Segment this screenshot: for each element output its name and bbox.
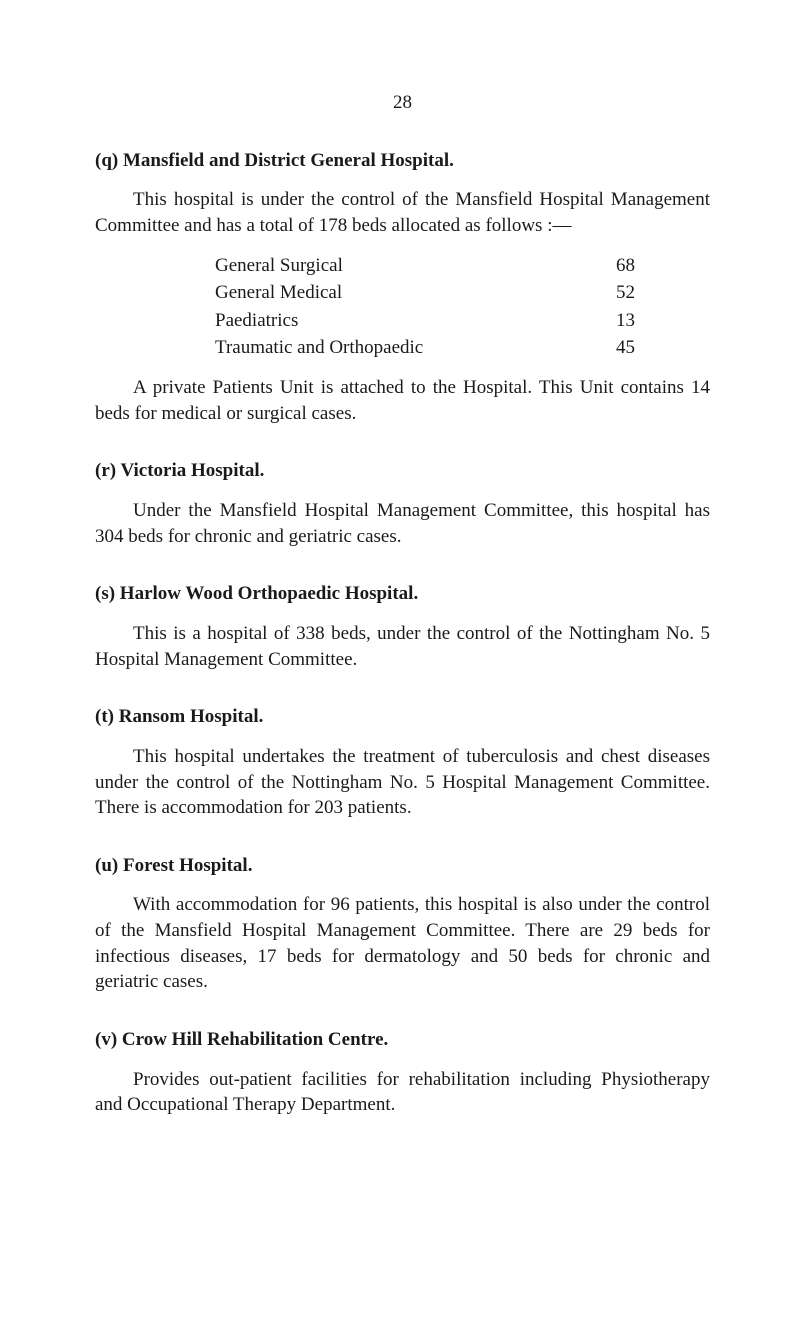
table-row: Traumatic and Orthopaedic 45 <box>95 335 710 361</box>
section-heading-t: (t) Ransom Hospital. <box>95 704 710 730</box>
bed-allocation-table: General Surgical 68 General Medical 52 P… <box>95 253 710 362</box>
section-u-para1: With accommodation for 96 patients, this… <box>95 892 710 995</box>
bed-label: Paediatrics <box>95 308 565 334</box>
table-row: General Surgical 68 <box>95 253 710 279</box>
table-row: Paediatrics 13 <box>95 308 710 334</box>
section-heading-u: (u) Forest Hospital. <box>95 853 710 879</box>
section-heading-q: (q) Mansfield and District General Hospi… <box>95 148 710 174</box>
table-row: General Medical 52 <box>95 280 710 306</box>
page-number: 28 <box>95 90 710 116</box>
bed-label: Traumatic and Orthopaedic <box>95 335 565 361</box>
bed-value: 13 <box>565 308 635 334</box>
section-q-para2: A private Patients Unit is attached to t… <box>95 375 710 426</box>
section-v-para1: Provides out-patient facilities for reha… <box>95 1067 710 1118</box>
bed-label: General Surgical <box>95 253 565 279</box>
section-q-para1: This hospital is under the control of th… <box>95 187 710 238</box>
bed-value: 45 <box>565 335 635 361</box>
section-r-para1: Under the Mansfield Hospital Management … <box>95 498 710 549</box>
bed-value: 68 <box>565 253 635 279</box>
bed-value: 52 <box>565 280 635 306</box>
bed-label: General Medical <box>95 280 565 306</box>
section-t-para1: This hospital undertakes the treatment o… <box>95 744 710 821</box>
section-s-para1: This is a hospital of 338 beds, under th… <box>95 621 710 672</box>
section-heading-r: (r) Victoria Hospital. <box>95 458 710 484</box>
document-page: 28 (q) Mansfield and District General Ho… <box>0 0 800 1192</box>
section-heading-s: (s) Harlow Wood Orthopaedic Hospital. <box>95 581 710 607</box>
section-heading-v: (v) Crow Hill Rehabilitation Centre. <box>95 1027 710 1053</box>
